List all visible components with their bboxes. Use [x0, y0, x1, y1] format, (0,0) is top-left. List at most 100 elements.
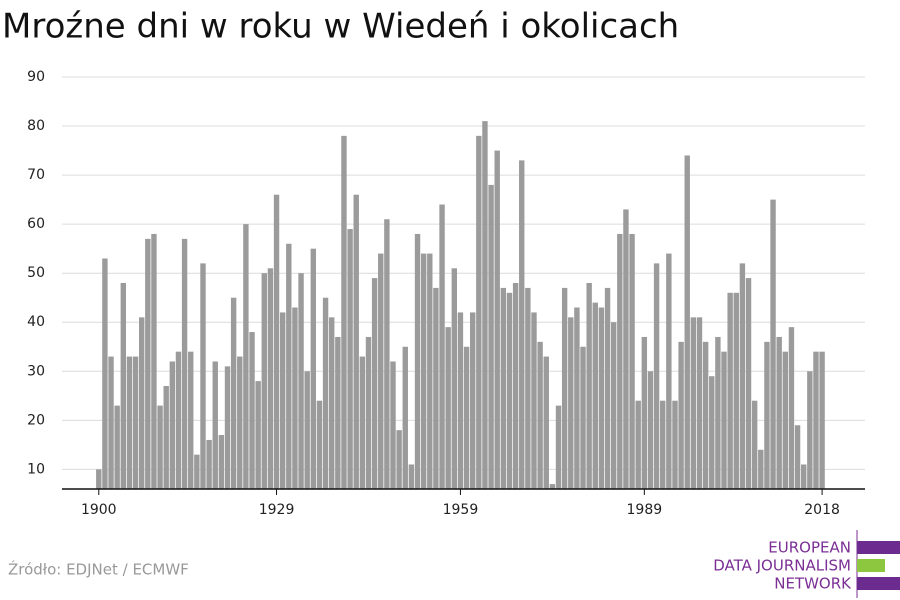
bar	[114, 405, 120, 489]
bar	[525, 287, 531, 489]
bar	[451, 268, 458, 489]
logo-bar	[857, 541, 900, 554]
bar	[764, 341, 770, 489]
bar	[335, 336, 341, 489]
bar	[500, 287, 507, 489]
y-tick-label: 90	[27, 69, 45, 85]
bar	[151, 233, 157, 489]
bar	[304, 371, 310, 489]
bar	[715, 336, 721, 489]
bar	[96, 469, 102, 489]
bar	[163, 386, 169, 489]
source: Źródło: EDJNet / ECMWF	[8, 560, 189, 579]
bar	[243, 224, 249, 489]
bar	[341, 135, 347, 489]
bar	[286, 243, 292, 489]
bar	[519, 160, 525, 489]
bar	[561, 287, 568, 489]
x-tick-label: 1959	[443, 502, 479, 518]
bar	[378, 253, 384, 489]
logo-bar	[857, 559, 885, 572]
bar	[396, 430, 402, 489]
bar	[120, 283, 126, 489]
bar	[255, 381, 261, 489]
bar	[770, 199, 776, 489]
bar	[617, 233, 623, 489]
bar	[678, 341, 684, 489]
bar	[727, 292, 733, 489]
chart-title: Mroźne dni w roku w Wiedeń i okolicach	[2, 7, 679, 47]
bar	[568, 317, 574, 489]
bar	[102, 258, 108, 489]
bar	[684, 155, 690, 489]
bar	[506, 292, 513, 489]
bar	[788, 327, 795, 489]
bar	[580, 346, 586, 489]
y-tick-label: 70	[27, 167, 45, 183]
bar	[310, 248, 317, 489]
bar	[329, 317, 335, 489]
bar	[427, 253, 433, 489]
bar	[598, 307, 605, 489]
bar	[273, 194, 280, 489]
bar	[488, 184, 494, 489]
logo-text: EUROPEAN	[768, 539, 851, 557]
bar	[721, 351, 727, 489]
bar	[408, 464, 415, 489]
x-tick-label: 2018	[804, 502, 840, 518]
bar	[420, 253, 427, 489]
bar	[175, 351, 182, 489]
bar	[794, 425, 801, 489]
bar	[623, 209, 629, 489]
bar	[641, 336, 648, 489]
y-tick-label: 50	[27, 265, 45, 281]
bar	[249, 332, 255, 489]
bar	[782, 351, 789, 489]
logo-text: NETWORK	[774, 575, 852, 593]
bar	[635, 400, 641, 489]
bar	[108, 356, 114, 489]
bar	[494, 150, 500, 490]
bar	[751, 400, 758, 489]
bar	[188, 351, 194, 489]
bar	[801, 464, 807, 489]
bar	[224, 366, 231, 489]
bar	[402, 346, 408, 489]
y-tick-label: 10	[27, 461, 45, 477]
bar	[696, 317, 703, 489]
bar	[758, 449, 764, 489]
y-tick-label: 30	[27, 363, 45, 379]
bar	[745, 278, 752, 489]
logo-text: DATA JOURNALISM	[713, 557, 851, 575]
bar	[739, 263, 746, 489]
bar	[384, 219, 390, 489]
bar	[537, 341, 543, 489]
bar	[353, 194, 359, 489]
bar	[322, 297, 329, 489]
y-tick-label: 80	[27, 118, 45, 134]
bar	[543, 356, 549, 489]
bar	[218, 435, 225, 489]
bar	[390, 361, 396, 489]
bar	[690, 317, 697, 489]
bar	[292, 307, 298, 489]
bar	[445, 327, 451, 489]
bar	[709, 376, 715, 489]
bar	[230, 297, 237, 489]
bar	[666, 253, 672, 489]
logo: EUROPEAN DATA JOURNALISM NETWORK	[713, 530, 900, 598]
bar	[463, 346, 470, 489]
bar	[702, 341, 709, 489]
bar	[647, 371, 654, 489]
bar	[469, 312, 476, 489]
bar	[169, 361, 176, 489]
bar	[157, 405, 163, 489]
bar	[206, 439, 212, 489]
bar	[629, 233, 635, 489]
bar	[433, 287, 439, 489]
bar	[660, 400, 666, 489]
bar	[457, 312, 464, 489]
bar	[365, 336, 372, 489]
bar	[347, 229, 353, 490]
bar	[672, 400, 678, 489]
